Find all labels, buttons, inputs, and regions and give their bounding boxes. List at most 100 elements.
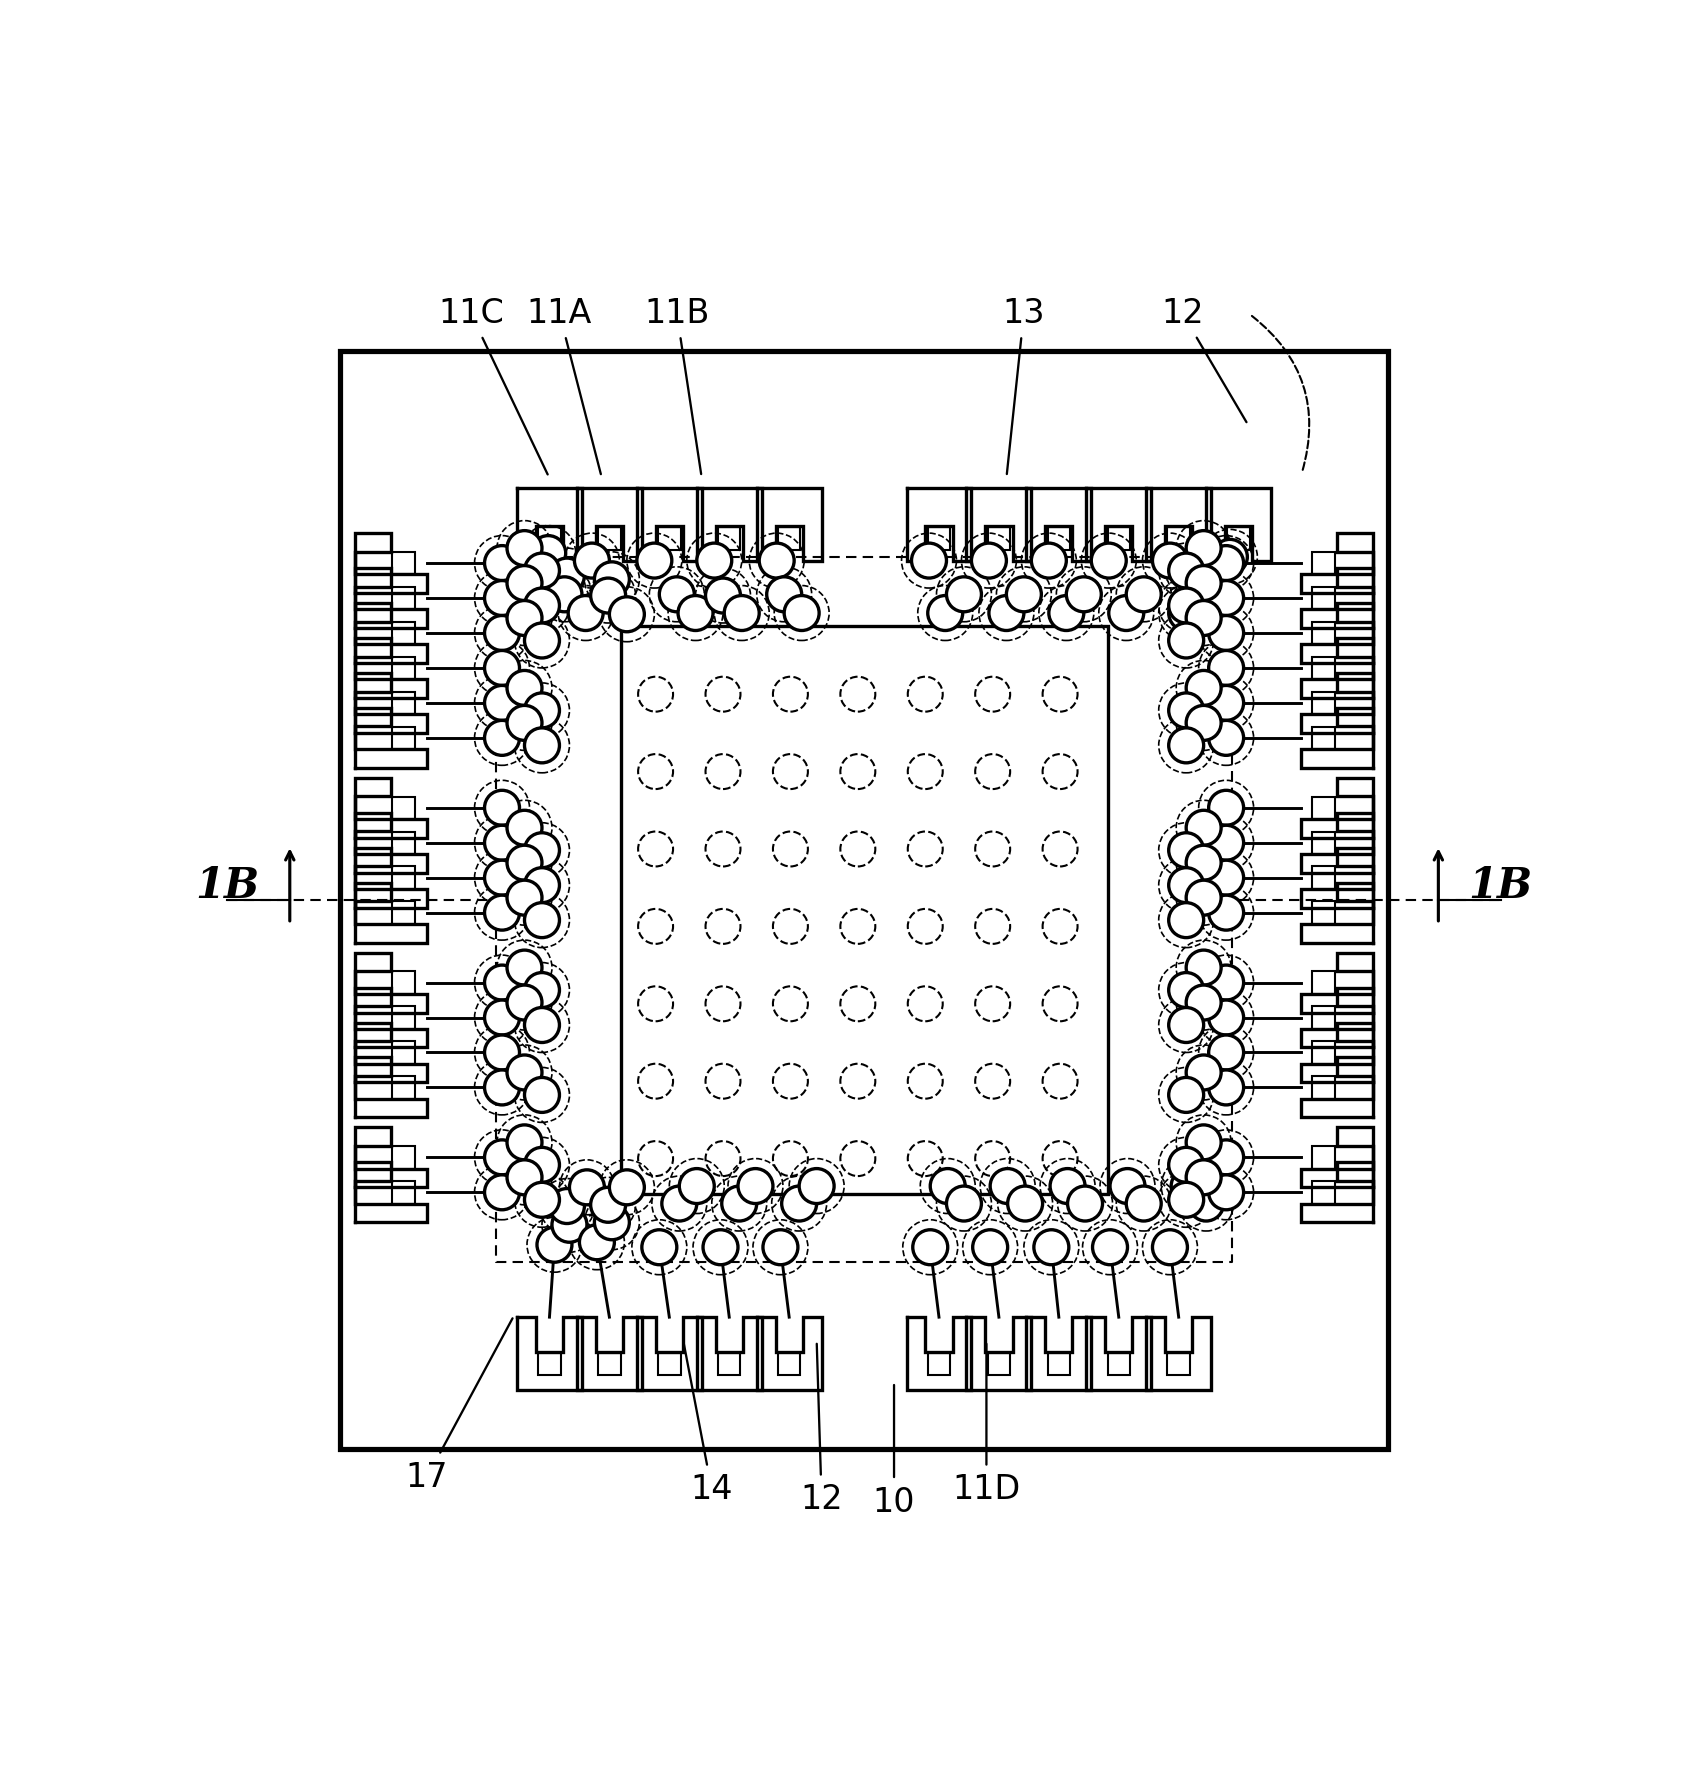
Circle shape — [1032, 544, 1066, 578]
Text: 11D: 11D — [953, 1344, 1020, 1507]
Bar — [1312, 656, 1335, 679]
Circle shape — [907, 909, 942, 945]
Circle shape — [1209, 1000, 1244, 1036]
Circle shape — [1042, 678, 1077, 711]
Circle shape — [507, 811, 541, 845]
Circle shape — [1168, 588, 1204, 624]
Circle shape — [907, 831, 942, 867]
Text: 11B: 11B — [644, 298, 710, 474]
Bar — [988, 1353, 1010, 1375]
Text: 1B: 1B — [196, 865, 260, 906]
Bar — [1312, 1041, 1335, 1064]
Circle shape — [484, 546, 519, 581]
Circle shape — [1185, 578, 1221, 612]
Circle shape — [484, 686, 519, 720]
Circle shape — [772, 678, 808, 711]
Circle shape — [484, 720, 519, 756]
Circle shape — [1209, 1036, 1244, 1070]
Circle shape — [1209, 826, 1244, 861]
Circle shape — [1209, 1175, 1244, 1211]
Circle shape — [524, 694, 560, 727]
Bar — [393, 622, 415, 645]
Circle shape — [973, 1230, 1008, 1264]
Text: 11A: 11A — [526, 298, 600, 474]
Bar — [1312, 727, 1335, 749]
Circle shape — [1091, 544, 1126, 578]
Circle shape — [1168, 868, 1204, 902]
Bar — [718, 528, 740, 551]
Bar — [599, 1353, 620, 1375]
Circle shape — [637, 678, 673, 711]
Bar — [339, 351, 1389, 1450]
Circle shape — [1187, 1161, 1221, 1195]
Bar — [393, 553, 415, 574]
Circle shape — [1042, 831, 1077, 867]
Circle shape — [703, 1230, 738, 1264]
Circle shape — [705, 909, 740, 945]
Bar — [1312, 867, 1335, 890]
Circle shape — [931, 1170, 964, 1204]
Circle shape — [1066, 578, 1101, 612]
Text: 12: 12 — [1162, 298, 1246, 423]
Circle shape — [1126, 1186, 1162, 1221]
Bar — [538, 1353, 561, 1375]
Circle shape — [1209, 686, 1244, 720]
Circle shape — [1093, 1230, 1128, 1264]
Circle shape — [1067, 1186, 1103, 1221]
Circle shape — [1187, 1056, 1221, 1089]
Circle shape — [1187, 986, 1221, 1020]
Circle shape — [1209, 615, 1244, 651]
Circle shape — [1168, 1007, 1204, 1043]
Circle shape — [524, 727, 560, 763]
Circle shape — [1034, 1230, 1069, 1264]
Circle shape — [705, 831, 740, 867]
Circle shape — [484, 581, 519, 615]
Circle shape — [507, 706, 541, 740]
Circle shape — [1168, 902, 1204, 938]
Circle shape — [484, 1139, 519, 1175]
Circle shape — [1187, 601, 1221, 637]
Circle shape — [1187, 565, 1221, 601]
Circle shape — [705, 578, 740, 613]
Circle shape — [1168, 727, 1204, 763]
Bar — [1312, 622, 1335, 645]
Circle shape — [840, 831, 875, 867]
Bar — [1108, 528, 1130, 551]
Circle shape — [1050, 1170, 1086, 1204]
Bar — [988, 528, 1010, 551]
Circle shape — [799, 1170, 835, 1204]
Text: 14: 14 — [685, 1344, 733, 1507]
Circle shape — [642, 1230, 676, 1264]
Circle shape — [705, 986, 740, 1022]
Text: 10: 10 — [873, 1385, 915, 1519]
Circle shape — [1209, 790, 1244, 826]
Circle shape — [1189, 1186, 1224, 1221]
Bar — [393, 972, 415, 995]
Circle shape — [637, 1141, 673, 1177]
Bar — [599, 528, 620, 551]
Bar — [1312, 692, 1335, 715]
Text: 17: 17 — [406, 1318, 513, 1494]
Circle shape — [907, 986, 942, 1022]
Circle shape — [659, 578, 695, 612]
Circle shape — [1042, 1141, 1077, 1177]
Circle shape — [524, 1148, 560, 1182]
Bar — [1312, 972, 1335, 995]
Circle shape — [484, 826, 519, 861]
Circle shape — [840, 986, 875, 1022]
Circle shape — [507, 670, 541, 706]
Bar — [393, 1006, 415, 1029]
Bar — [393, 1077, 415, 1098]
Bar — [1227, 528, 1249, 551]
Circle shape — [912, 1230, 948, 1264]
Circle shape — [637, 986, 673, 1022]
Circle shape — [524, 588, 560, 624]
Circle shape — [759, 544, 794, 578]
Bar — [393, 1146, 415, 1170]
Circle shape — [546, 578, 582, 612]
Circle shape — [840, 754, 875, 790]
Circle shape — [570, 1170, 604, 1205]
Circle shape — [550, 558, 585, 594]
Circle shape — [764, 1230, 797, 1264]
Circle shape — [663, 1186, 696, 1221]
